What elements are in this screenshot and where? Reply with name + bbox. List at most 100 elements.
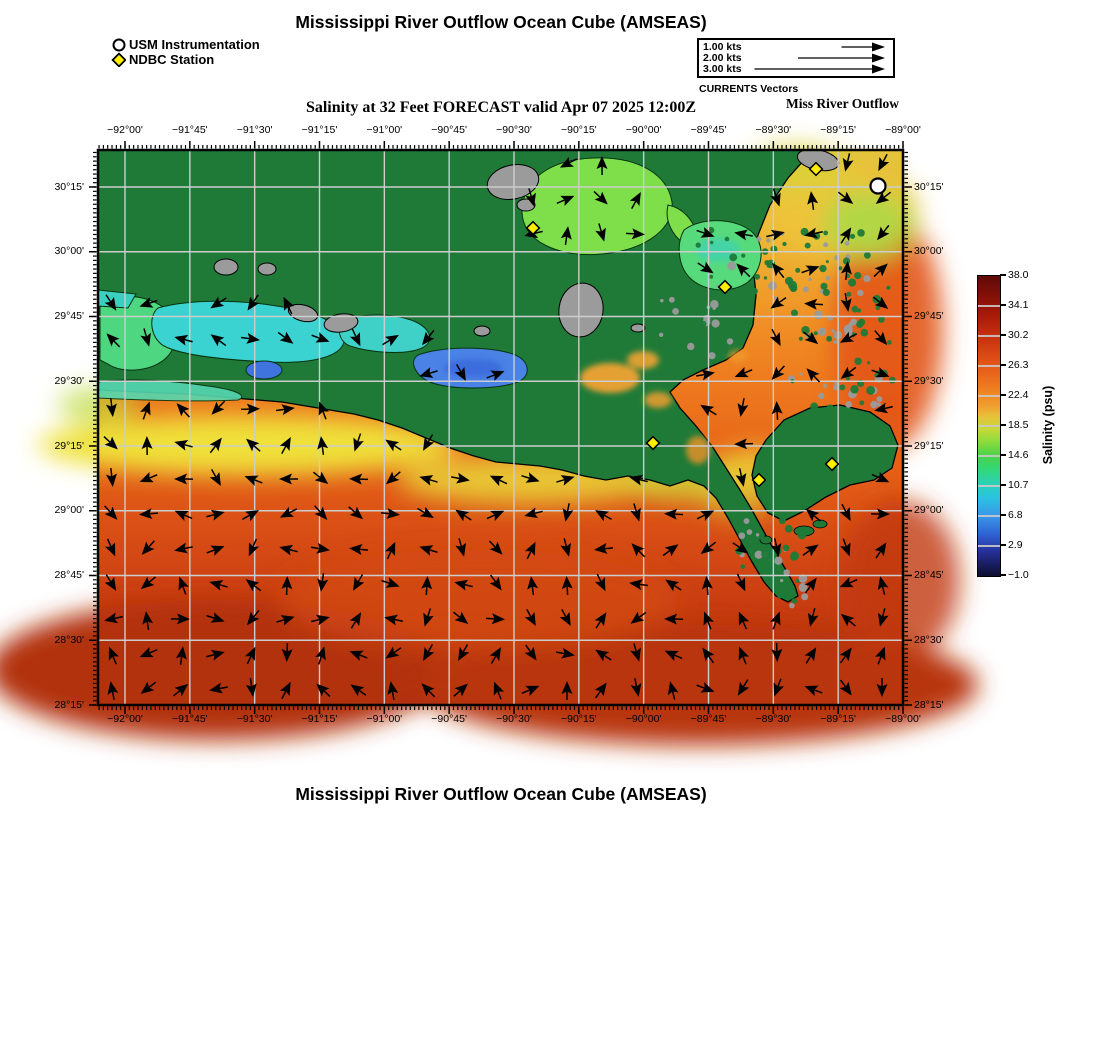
colorbar-tick-label: 2.9 xyxy=(1008,538,1023,551)
ndbc-station-marker xyxy=(824,456,840,472)
lat-tick-label-left: 29°30' xyxy=(54,374,84,387)
legend-row-ndbc: NDBC Station xyxy=(110,52,260,67)
colorbar-tick xyxy=(1000,334,1006,336)
colorbar-tick xyxy=(1000,424,1006,426)
ndbc-station-marker xyxy=(717,279,733,295)
usm-circle-icon xyxy=(112,38,126,52)
vector-key-row-label: 2.00 kts xyxy=(703,52,742,64)
marsh-speckles xyxy=(659,226,896,609)
colorbar-tick-label: 22.4 xyxy=(1008,388,1029,401)
colorbar-tick xyxy=(1000,544,1006,546)
ndbc-station-marker xyxy=(525,220,541,236)
currents-vector-key: 1.00 kts 2.00 kts 3.00 kts xyxy=(697,38,895,78)
lat-tick-label-right: 29°45' xyxy=(914,310,944,322)
ndbc-station-marker xyxy=(645,435,661,451)
lon-tick-label-bottom: −89°15' xyxy=(820,713,856,725)
region-label: Miss River Outflow xyxy=(786,96,899,111)
axis-ticks xyxy=(89,141,912,714)
colorbar-tick xyxy=(1000,364,1006,366)
usm-legend-label: USM Instrumentation xyxy=(129,37,260,52)
lat-tick-label-left: 29°45' xyxy=(54,310,84,322)
page-title: Mississippi River Outflow Ocean Cube (AM… xyxy=(295,12,707,32)
colorbar-gray-tickline xyxy=(978,365,1000,367)
vector-key-caption: CURRENTS Vectors xyxy=(699,83,799,95)
lat-tick-label-right: 28°15' xyxy=(914,698,944,711)
map-frame xyxy=(96,148,905,707)
colorbar-tick-label: 30.2 xyxy=(1008,328,1029,341)
map-plot xyxy=(0,141,978,745)
colorbar-tick xyxy=(1000,574,1006,576)
lon-tick-label-bottom: −91°00' xyxy=(366,713,403,725)
colorbar-gray-tickline xyxy=(978,395,1000,397)
lon-tick-label-top: −91°30' xyxy=(236,124,273,136)
lat-tick-label-right: 28°30' xyxy=(914,633,944,646)
ndbc-legend-label: NDBC Station xyxy=(129,52,215,67)
bottom-title: Mississippi River Outflow Ocean Cube (AM… xyxy=(295,784,707,804)
map-title: Salinity at 32 Feet FORECAST valid Apr 0… xyxy=(305,99,697,116)
lat-tick-label-left: 28°30' xyxy=(54,633,84,646)
lon-tick-label-top: −89°45' xyxy=(690,124,727,136)
lon-tick-label-bottom: −91°30' xyxy=(236,713,273,725)
lon-tick-label-top: −89°30' xyxy=(755,124,792,136)
ndbc-diamond-icon xyxy=(111,52,126,67)
colorbar-gray-tickline xyxy=(978,425,1000,427)
colorbar-tick-label: 38.0 xyxy=(1008,268,1029,281)
vector-key-row-label: 3.00 kts xyxy=(703,63,742,75)
lon-tick-label-bottom: −89°00' xyxy=(885,713,921,725)
current-vector-arrows xyxy=(103,153,893,701)
colorbar-gray-tickline xyxy=(978,545,1000,547)
colorbar-tick xyxy=(1000,274,1006,276)
colorbar-tick xyxy=(1000,514,1006,516)
colorbar-title: Salinity (psu) xyxy=(1041,385,1055,465)
lat-tick-label-right: 30°15' xyxy=(914,180,944,193)
lon-tick-label-top: −91°15' xyxy=(301,124,338,136)
station-markers xyxy=(525,161,887,488)
colorbar xyxy=(977,275,1001,577)
lon-tick-label-bottom: −91°45' xyxy=(171,713,208,725)
lon-tick-label-bottom: −90°00' xyxy=(625,713,662,725)
colorbar-gray-tickline xyxy=(978,335,1000,337)
colorbar-gray-tickline xyxy=(978,305,1000,307)
colorbar-tick-label: −1.0 xyxy=(1008,568,1029,581)
lat-tick-label-left: 29°00' xyxy=(54,504,84,517)
lat-tick-label-left: 30°15' xyxy=(54,180,84,193)
lat-tick-label-left: 30°00' xyxy=(54,245,84,258)
lon-tick-label-top: −90°45' xyxy=(431,124,467,136)
lon-tick-label-bottom: −90°30' xyxy=(496,713,532,725)
colorbar-tick-label: 14.6 xyxy=(1008,448,1029,461)
lat-tick-label-left: 28°45' xyxy=(54,569,84,581)
colorbar-tick xyxy=(1000,304,1006,306)
lon-tick-label-top: −89°15' xyxy=(820,124,856,136)
gray-islands xyxy=(213,148,840,338)
lon-tick-label-bottom: −90°45' xyxy=(431,713,467,725)
lon-tick-label-top: −92°00' xyxy=(107,124,143,136)
lon-tick-label-bottom: −89°45' xyxy=(690,713,727,725)
colorbar-tick-label: 10.7 xyxy=(1008,478,1029,491)
ndbc-station-marker xyxy=(808,161,824,177)
usm-station-marker xyxy=(869,177,887,195)
ndbc-station-marker xyxy=(751,472,767,488)
lon-tick-label-bottom: −89°30' xyxy=(755,713,792,725)
colorbar-tick-label: 18.5 xyxy=(1008,418,1029,431)
colorbar-tick-label: 34.1 xyxy=(1008,298,1029,311)
lat-tick-label-right: 29°15' xyxy=(914,439,944,452)
colorbar-tick xyxy=(1000,484,1006,486)
colorbar-tick xyxy=(1000,454,1006,456)
lon-tick-label-top: −90°30' xyxy=(496,124,532,136)
lon-tick-label-bottom: −92°00' xyxy=(107,713,143,725)
lon-tick-label-bottom: −90°15' xyxy=(560,713,597,725)
lat-tick-label-left: 29°15' xyxy=(54,439,84,452)
colorbar-tick xyxy=(1000,394,1006,396)
colorbar-gray-tickline xyxy=(978,515,1000,517)
colorbar-gray-tickline xyxy=(978,455,1000,457)
legend-row-usm: USM Instrumentation xyxy=(110,37,260,52)
vector-key-arrows xyxy=(754,42,885,74)
colorbar-tick-label: 6.8 xyxy=(1008,508,1023,521)
lon-tick-label-top: −89°00' xyxy=(885,124,921,136)
lat-tick-label-right: 29°00' xyxy=(914,504,944,517)
colorbar-tick-label: 26.3 xyxy=(1008,358,1029,371)
colorbar-gray-tickline xyxy=(978,485,1000,487)
lon-tick-label-top: −90°15' xyxy=(560,124,597,136)
delta-lobe-landmass xyxy=(751,404,899,522)
